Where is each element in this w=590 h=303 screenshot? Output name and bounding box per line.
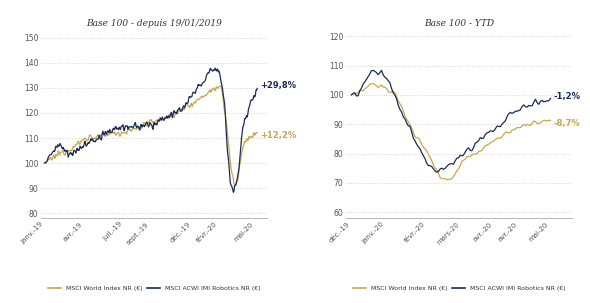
Text: +29,8%: +29,8% [260,82,296,90]
Text: +12,2%: +12,2% [260,131,296,139]
Title: Base 100 - depuis 19/01/2019: Base 100 - depuis 19/01/2019 [86,19,222,28]
Legend: MSCI World Index NR (€), MSCI ACWI IMI Robotics NR (€): MSCI World Index NR (€), MSCI ACWI IMI R… [350,284,568,294]
Text: -8,7%: -8,7% [554,119,581,128]
Legend: MSCI World Index NR (€), MSCI ACWI IMI Robotics NR (€): MSCI World Index NR (€), MSCI ACWI IMI R… [45,284,263,294]
Title: Base 100 - YTD: Base 100 - YTD [424,19,494,28]
Text: -1,2%: -1,2% [554,92,581,102]
